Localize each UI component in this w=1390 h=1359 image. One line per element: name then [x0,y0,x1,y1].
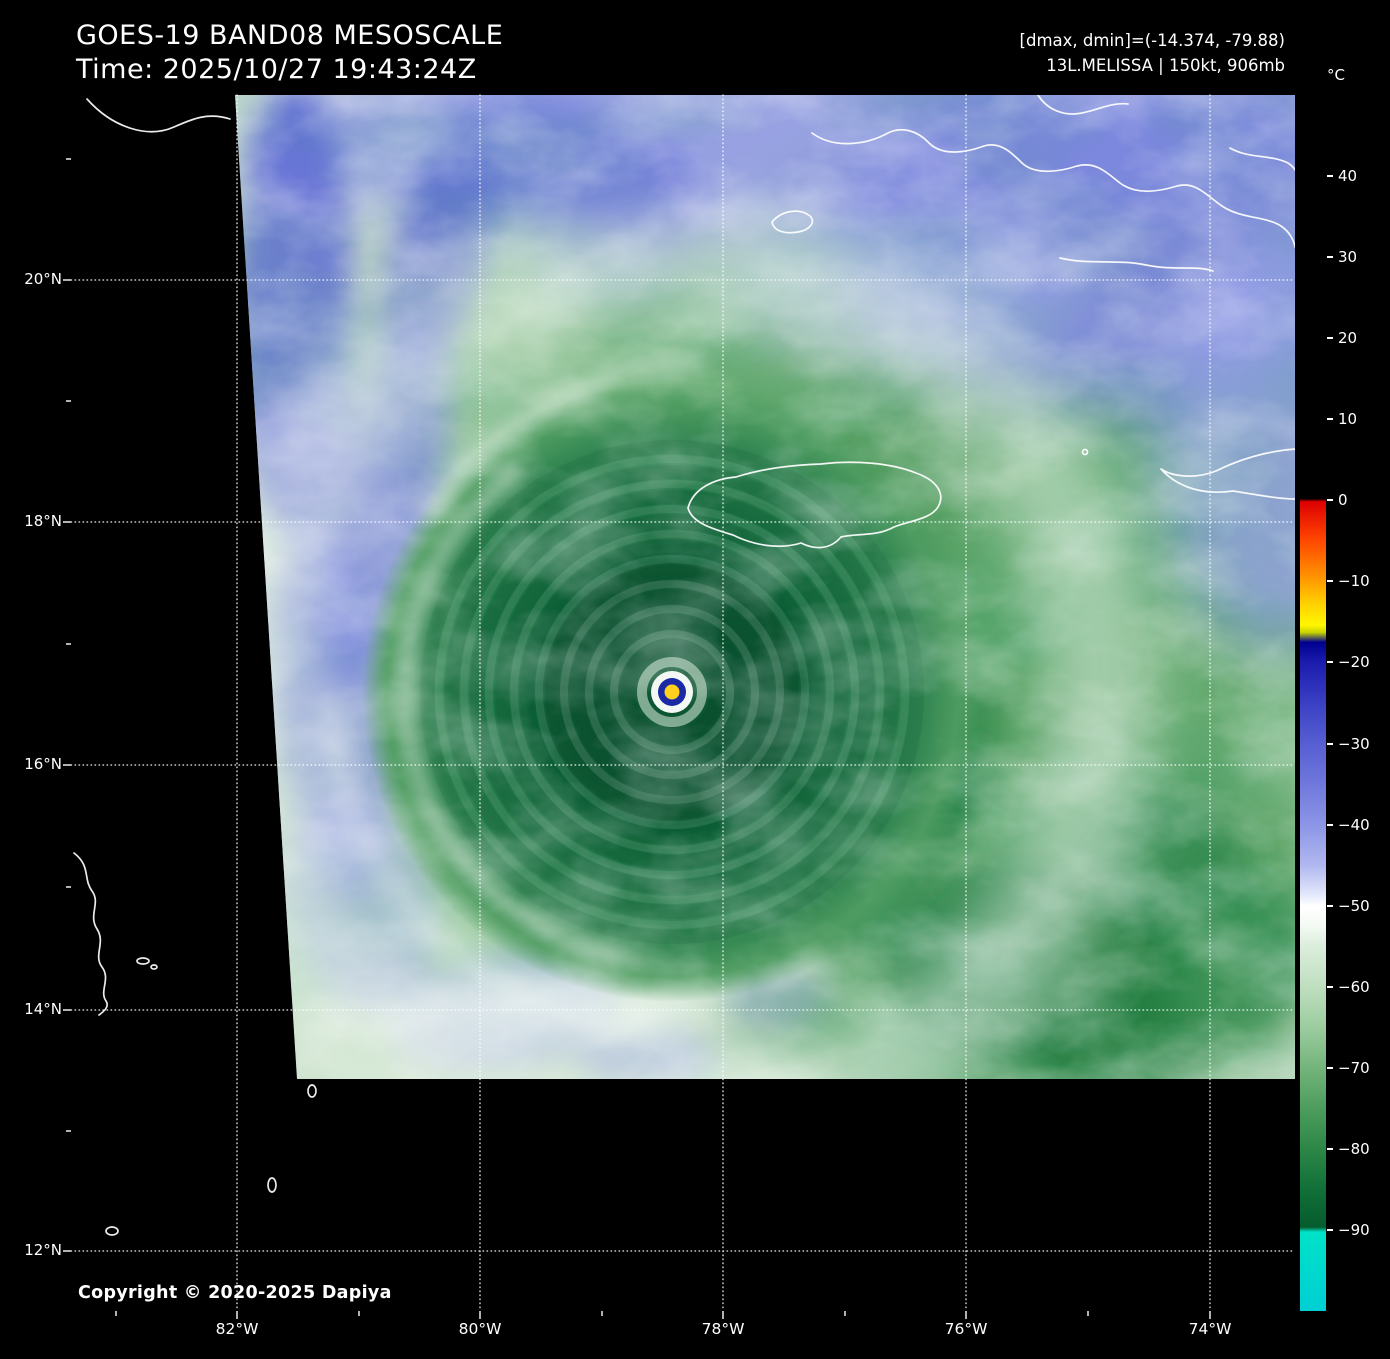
storm-readout: 13L.MELISSA | 150kt, 906mb [1046,56,1285,75]
lon-label-78w: 78°W [701,1320,745,1338]
colorbar-unit-label: °C [1327,66,1345,84]
colorbar-tick-label: 30 [1327,248,1357,266]
colorbar-tick-mark [1327,1067,1333,1069]
island-san-andres [267,1177,277,1193]
colorbar-tick-label: −80 [1327,1140,1370,1158]
colorbar-tick-text: 0 [1338,491,1348,509]
colorbar-tick-mark [1327,824,1333,826]
colorbar-tick-mark [1327,1148,1333,1150]
colorbar-tick-text: −90 [1338,1221,1370,1239]
lat-label-20n: 20°N [24,270,62,288]
colorbar-tick-mark [1327,499,1333,501]
copyright-notice: Copyright © 2020-2025 Dapiya [78,1283,392,1303]
colorbar-tick-text: −40 [1338,816,1370,834]
lat-label-16n: 16°N [24,755,62,773]
lon-label-76w: 76°W [944,1320,988,1338]
colorbar-tick-label: −70 [1327,1059,1370,1077]
colorbar-tick-mark [1327,175,1333,177]
range-readout: [dmax, dmin]=(-14.374, -79.88) [1019,31,1285,50]
colorbar-tick-label: −30 [1327,735,1370,753]
coastlines-margin [73,98,317,1236]
colorbar-tick-label: 40 [1327,167,1357,185]
colorbar [1300,95,1326,1311]
colorbar-tick-text: −30 [1338,735,1370,753]
gridlines [70,94,1296,1312]
colorbar-tick-label: 0 [1327,491,1348,509]
colorbar-tick-text: 40 [1338,167,1358,185]
coastline-jamaica [687,461,942,549]
coastline-central-america [73,852,109,1016]
satellite-data-sector [235,95,1295,1079]
colorbar-tick-mark [1327,337,1333,339]
colorbar-tick-label: 10 [1327,410,1357,428]
colorbar-tick-label: −60 [1327,978,1370,996]
colorbar-tick-mark [1327,905,1333,907]
colorbar-tick-text: −50 [1338,897,1370,915]
axis-ticks [63,158,1211,1319]
colorbar-tick-mark [1327,256,1333,258]
colorbar-tick-label: −20 [1327,653,1370,671]
colorbar-tick-mark [1327,418,1333,420]
lon-label-74w: 74°W [1188,1320,1232,1338]
colorbar-tick-text: −20 [1338,653,1370,671]
colorbar-tick-label: −90 [1327,1221,1370,1239]
colorbar-tick-text: −70 [1338,1059,1370,1077]
page-title: GOES-19 BAND08 MESOSCALE [76,20,504,51]
colorbar-tick-mark [1327,661,1333,663]
lat-label-18n: 18°N [24,512,62,530]
colorbar-tick-text: 30 [1338,248,1358,266]
colorbar-tick-mark [1327,743,1333,745]
colorbar-tick-label: −50 [1327,897,1370,915]
coastline-cuba [811,129,1295,248]
colorbar-tick-mark [1327,580,1333,582]
colorbar-tick-text: 20 [1338,329,1358,347]
island-corn [105,1226,119,1236]
colorbar-tick-label: 20 [1327,329,1357,347]
lon-label-82w: 82°W [215,1320,259,1338]
island-providencia [307,1084,317,1098]
colorbar-tick-text: −10 [1338,572,1370,590]
lat-label-14n: 14°N [24,1000,62,1018]
lat-label-12n: 12°N [24,1241,62,1259]
timestamp: Time: 2025/10/27 19:43:24Z [76,54,477,85]
colorbar-tick-label: −40 [1327,816,1370,834]
colorbar-tick-mark [1327,986,1333,988]
colorbar-tick-mark [1327,1229,1333,1231]
lon-label-80w: 80°W [458,1320,502,1338]
coastline-west-cuba [86,98,231,133]
colorbar-tick-text: −80 [1338,1140,1370,1158]
colorbar-tick-text: 10 [1338,410,1358,428]
colorbar-tick-label: −10 [1327,572,1370,590]
hurricane-eye [637,657,707,727]
coastlines [687,95,1295,549]
colorbar-tick-text: −60 [1338,978,1370,996]
coastline-haiti [1160,448,1295,500]
